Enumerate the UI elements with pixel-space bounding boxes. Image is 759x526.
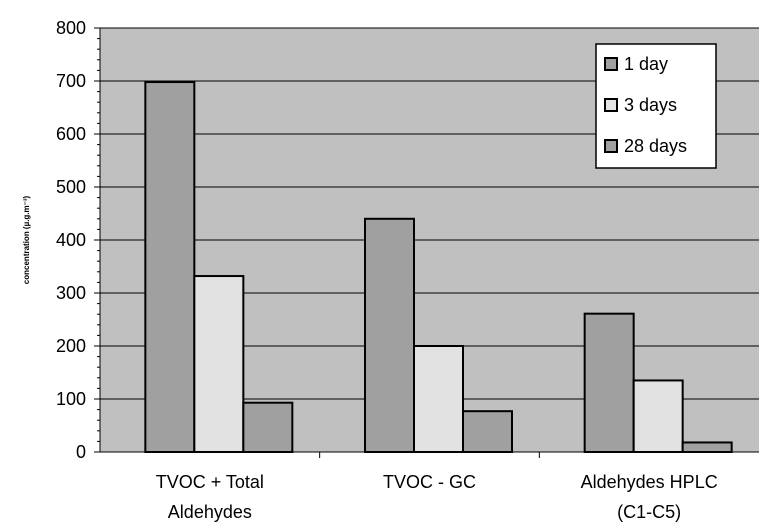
y-tick-label: 100 [56, 389, 86, 409]
axes [94, 27, 759, 458]
x-category-label: TVOC + Total [156, 472, 264, 492]
legend: 1 day 3 days 28 days [595, 43, 717, 169]
bar-3-days-cat-0 [193, 275, 245, 454]
bars [144, 81, 733, 454]
y-tick-label: 0 [76, 442, 86, 462]
bar-3-days-cat-1 [413, 345, 464, 453]
bar-1-day-cat-0 [144, 81, 196, 453]
y-tick-label: 800 [56, 18, 86, 38]
legend-swatch [604, 98, 618, 112]
y-tick-label: 700 [56, 71, 86, 91]
x-category-label: TVOC - GC [383, 472, 476, 492]
bar-3-days-cat-2 [632, 379, 684, 454]
x-category-label: Aldehydes HPLC [581, 472, 718, 492]
bar-28-days-cat-2 [681, 441, 733, 453]
y-tick-label: 300 [56, 283, 86, 303]
bar-28-days-cat-0 [242, 401, 294, 453]
bar-1-day-cat-1 [364, 217, 415, 453]
x-category-label: Aldehydes [168, 502, 252, 522]
legend-label: 1 day [624, 54, 668, 74]
y-axis-label: concentration (µ.g.m⁻³) [22, 195, 31, 284]
legend-label: 3 days [624, 95, 677, 115]
bar-1-day-cat-2 [583, 312, 635, 454]
y-tick-label: 200 [56, 336, 86, 356]
y-tick-label: 500 [56, 177, 86, 197]
y-tick-label: 400 [56, 230, 86, 250]
x-category-labels: TVOC + Total Aldehydes TVOC - GC Aldehydes … [156, 472, 718, 522]
legend-swatch [604, 57, 618, 71]
y-tick-label: 600 [56, 124, 86, 144]
legend-label: 28 days [624, 136, 687, 156]
y-tick-labels: 0 100 200 300 400 500 600 700 800 [56, 18, 86, 462]
legend-swatch [604, 139, 618, 153]
bar-28-days-cat-1 [462, 410, 513, 454]
x-category-label: (C1-C5) [617, 502, 681, 522]
